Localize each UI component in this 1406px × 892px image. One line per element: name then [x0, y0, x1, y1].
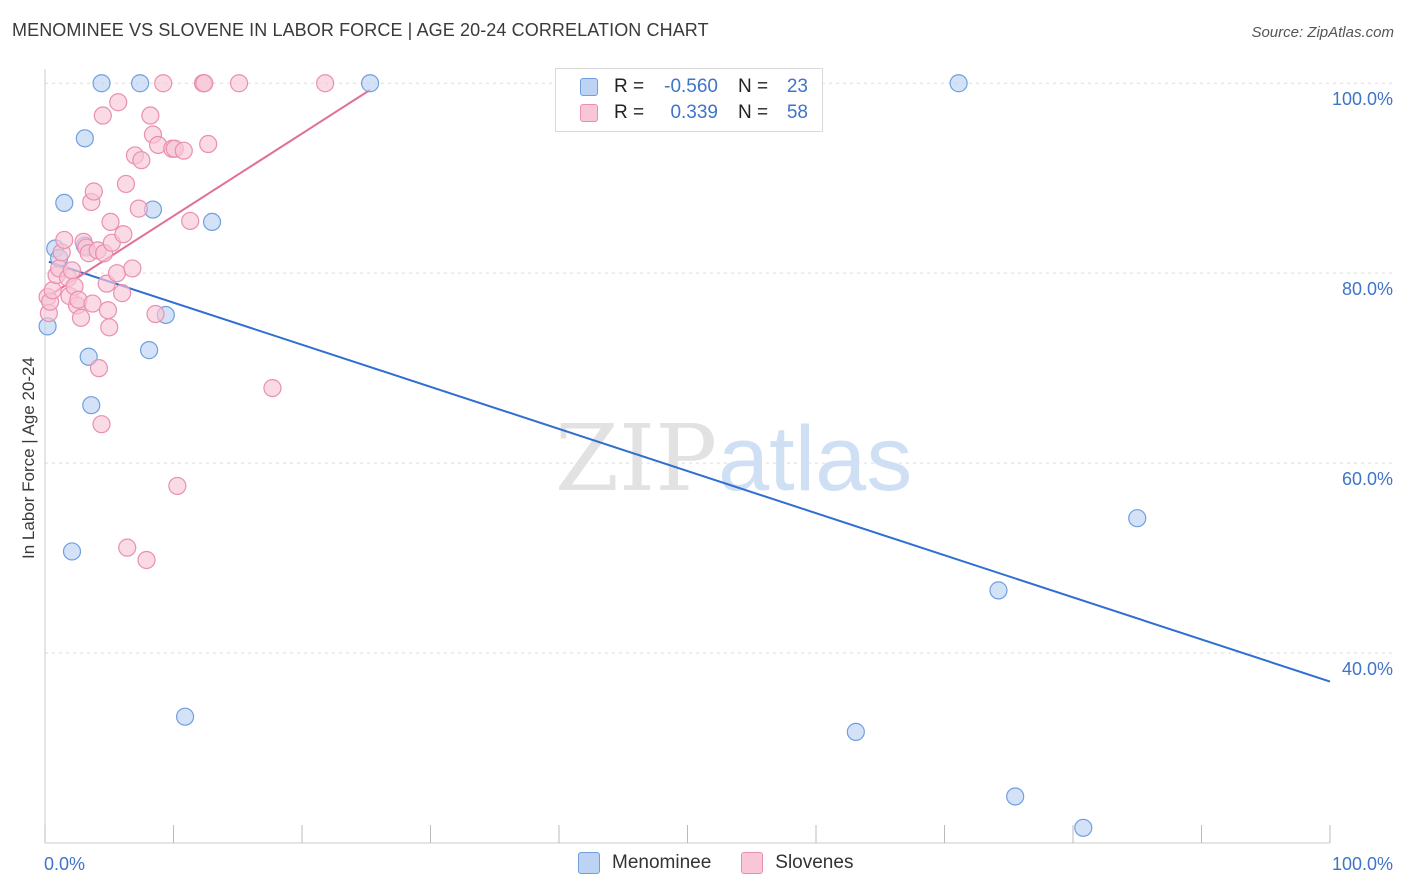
slovenes-point [199, 134, 218, 154]
legend-item-slovenes: Slovenes [741, 852, 853, 874]
menominee-point [55, 193, 74, 213]
x-tick-label: 100.0% [1332, 854, 1393, 874]
slovenes-point [195, 74, 214, 93]
slovenes-point [112, 284, 132, 303]
menominee-point [130, 74, 150, 93]
watermark-zip: ZIP [555, 405, 717, 512]
slovenes-point [62, 261, 82, 280]
legend-item-menominee: Menominee [578, 852, 711, 874]
x-tick-label: 0.0% [44, 854, 85, 874]
chart-title: MENOMINEE VS SLOVENE IN LABOR FORCE | AG… [12, 20, 709, 40]
gridlines [45, 82, 1392, 654]
slovenes-point [83, 294, 102, 313]
slovenes-point [107, 264, 127, 283]
menominee-point [1074, 818, 1093, 837]
slovenes-point [229, 74, 249, 93]
legend-swatch-blue [578, 852, 600, 874]
menominee-point [79, 347, 98, 366]
slovenes-point [123, 259, 142, 278]
menominee-point [92, 74, 111, 93]
legend-r-label: R = [614, 76, 645, 97]
slovenes-point [168, 476, 187, 496]
y-tick-label: 40.0% [1342, 659, 1393, 679]
axes [44, 69, 1331, 844]
menominee-point [1128, 509, 1147, 528]
legend-r-value: -0.560 [664, 76, 718, 97]
legend-row-slovenes: R = 0.339 N = 58 [580, 100, 808, 126]
legend-label-menominee: Menominee [612, 852, 712, 873]
legend-swatch-pink [580, 104, 598, 122]
slovenes-point [141, 106, 160, 125]
series-legend: Menominee Slovenes [578, 852, 883, 874]
slovenes-point [132, 151, 151, 170]
slovenes-point [114, 225, 133, 244]
slovenes-point [84, 182, 103, 201]
slovenes-point [316, 74, 335, 93]
legend-n-value: 23 [786, 76, 808, 97]
legend-n-label: N = [738, 76, 769, 97]
y-tick-label: 60.0% [1342, 469, 1393, 489]
legend-label-slovenes: Slovenes [775, 852, 854, 873]
slovenes-point [93, 106, 112, 125]
slovenes-point [89, 359, 109, 378]
y-axis-label: In Labor Force | Age 20-24 [19, 357, 38, 559]
menominee-point [202, 212, 222, 232]
menominee-point [75, 129, 94, 148]
legend-n-value: 58 [786, 102, 808, 123]
source-label: Source: ZipAtlas.com [1251, 24, 1394, 41]
slovenes-point [55, 230, 74, 250]
slovenes-point [154, 74, 173, 93]
legend-r-label: R = [614, 102, 645, 123]
slovenes-point [43, 281, 62, 300]
menominee-point [949, 74, 968, 93]
slovenes-point [101, 212, 120, 232]
slovenes-point [98, 301, 118, 320]
slovenes-point [174, 141, 193, 160]
menominee-point [846, 722, 865, 741]
slovenes-point [109, 93, 128, 112]
menominee-point [989, 581, 1008, 600]
menominee-point [175, 707, 195, 726]
legend-r-value: 0.339 [670, 102, 718, 123]
menominee-point [139, 341, 159, 360]
legend-n-label: N = [738, 102, 769, 123]
trend-lines [48, 89, 1331, 683]
watermark-atlas: atlas [718, 408, 912, 510]
y-tick-label: 100.0% [1332, 89, 1393, 109]
slovenes-point [100, 318, 119, 337]
legend-row-menominee: R = -0.560 N = 23 [580, 74, 808, 100]
tick-labels: 40.0% 60.0% 80.0% 100.0% 0.0% 100.0% [44, 89, 1393, 874]
stats-legend: R = -0.560 N = 23 R = 0.339 N = 58 [555, 68, 823, 132]
legend-swatch-pink [741, 852, 764, 874]
slovenes-point [146, 304, 165, 324]
y-tick-label: 80.0% [1342, 279, 1393, 299]
slovenes-point [71, 308, 91, 327]
slovenes-point [263, 378, 282, 398]
slovenes-point [137, 550, 156, 570]
menominee-trend-line [48, 260, 1331, 683]
slovenes-point [129, 199, 148, 218]
menominee-point [82, 396, 101, 415]
slovenes-point [92, 415, 111, 434]
menominee-point [1006, 787, 1025, 806]
menominee-point [361, 74, 380, 93]
menominee-point [62, 542, 82, 561]
legend-swatch-blue [580, 78, 598, 96]
slovenes-point [116, 174, 136, 194]
data-points [38, 74, 1147, 837]
slovenes-point [118, 538, 137, 557]
watermark: ZIP atlas [555, 405, 912, 512]
slovenes-point [181, 211, 200, 231]
